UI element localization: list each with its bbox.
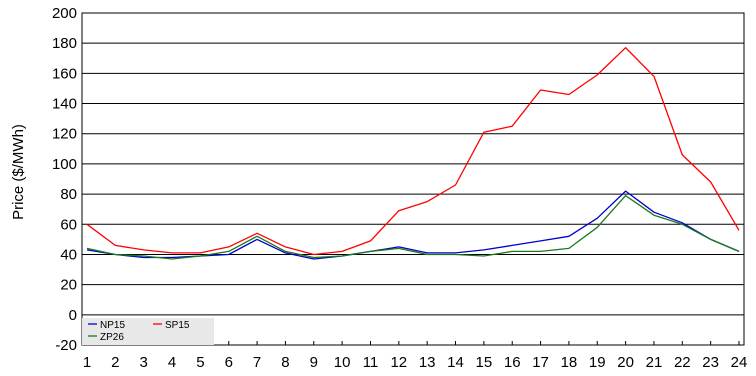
y-axis-title: Price ($/MWh) (10, 124, 27, 220)
series-line-sp15 (86, 47, 740, 256)
y-tick-label: 140 (52, 96, 77, 113)
x-tick-label: 23 (702, 354, 719, 371)
x-tick-label: 14 (447, 354, 464, 371)
grid-layer (82, 12, 744, 346)
y-tick-label: -20 (55, 337, 77, 354)
x-tick-label: 11 (363, 354, 379, 371)
legend-label-zp26: ZP26 (100, 332, 124, 343)
x-tick-label: 20 (617, 354, 634, 371)
x-tick-label: 17 (532, 354, 549, 371)
x-tick-label: 9 (310, 354, 318, 371)
y-tick-label: 40 (60, 246, 77, 263)
legend-label-np15: NP15 (100, 320, 125, 331)
x-tick-label: 4 (168, 354, 176, 371)
plot-frame (81, 12, 745, 346)
x-tick-label: 10 (334, 354, 351, 371)
y-tick-label: 60 (60, 216, 77, 233)
x-tick-label: 3 (140, 354, 148, 371)
series-line-np15 (86, 190, 740, 260)
x-tick-label: 16 (504, 354, 521, 371)
x-tick-label: 21 (646, 354, 663, 371)
series-layer (86, 47, 740, 260)
y-tick-label: 0 (69, 307, 77, 324)
x-tick-label: 5 (196, 354, 204, 371)
x-tick-label: 6 (225, 354, 233, 371)
legend-label-sp15: SP15 (165, 320, 190, 331)
x-tick-label: 8 (281, 354, 289, 371)
x-tick-label: 1 (83, 354, 91, 371)
y-tick-label: 160 (52, 65, 77, 82)
y-tick-label: 120 (52, 126, 77, 143)
x-tick-label: 24 (731, 354, 748, 371)
x-tick-label: 18 (561, 354, 578, 371)
x-tick-label: 13 (419, 354, 436, 371)
x-tick-label: 19 (589, 354, 606, 371)
y-tick-label: 100 (52, 156, 77, 173)
y-tick-label: 200 (52, 5, 77, 22)
y-tick-label: 80 (60, 186, 77, 203)
x-tick-label: 2 (111, 354, 119, 371)
x-tick-label: 7 (253, 354, 261, 371)
legend: NP15 SP15 ZP26 (82, 318, 214, 345)
series-line-zp26 (86, 194, 740, 260)
y-tick-label: 20 (60, 277, 77, 294)
x-tick-label: 22 (674, 354, 691, 371)
x-tick-label: 15 (476, 354, 493, 371)
x-tick-label: 12 (390, 354, 407, 371)
y-tick-label: 180 (52, 35, 77, 52)
legend-background (82, 318, 214, 345)
